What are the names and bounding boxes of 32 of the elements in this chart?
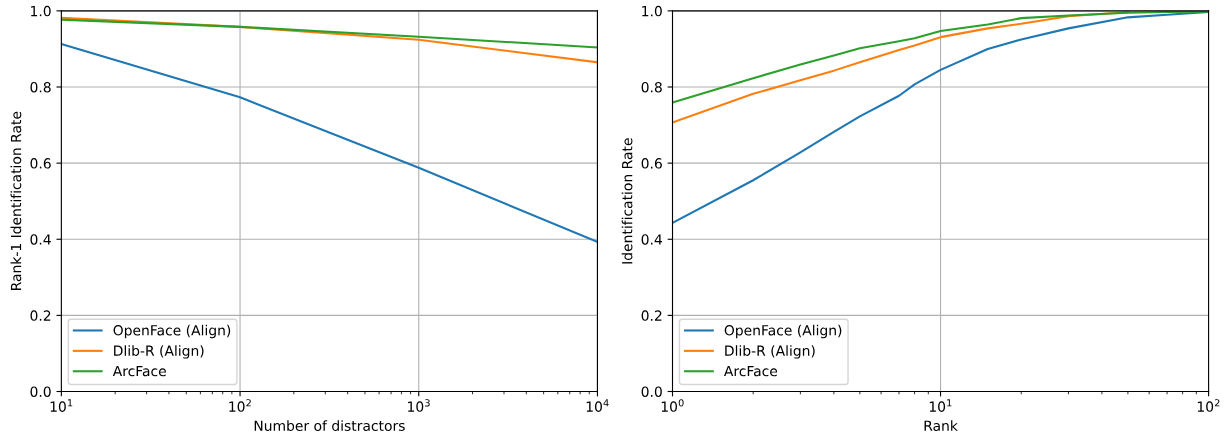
y-tick-label: 0.2 [30, 310, 51, 321]
x-tick-label: 10$^{4}$ [586, 399, 609, 412]
legend-label: OpenFace (Align) [113, 324, 231, 339]
line-series [61, 42, 598, 243]
y-tick-label: 0.0 [30, 386, 51, 397]
y-tick-label: 1.0 [31, 5, 51, 17]
legend-label: ArcFace [112, 365, 166, 377]
legend-label: ArcFace [724, 365, 778, 377]
x-tick-label: 10$^{3}$ [408, 399, 430, 412]
y-tick-label: 0.8 [641, 81, 662, 93]
x-tick-label: 10$^{2}$ [229, 399, 251, 412]
x-tick-label: 10$^{1}$ [929, 399, 952, 412]
y-axis-title: Identification Rate [621, 138, 633, 264]
y-tick-label: 0.0 [641, 386, 662, 397]
y-tick-label: 0.6 [30, 158, 51, 169]
y-tick-label: 0.4 [641, 234, 662, 245]
y-tick-label: 0.6 [641, 158, 662, 169]
legend-label: OpenFace (Align) [724, 324, 842, 339]
y-tick-label: 0.2 [641, 310, 662, 321]
line-series [61, 18, 598, 49]
x-tick-label: 10$^{0}$ [661, 399, 684, 412]
x-axis-title: Rank [924, 420, 958, 431]
x-axis-title: Number of distractors [254, 420, 405, 431]
legend-label: Dlib-R (Align) [114, 345, 204, 359]
line-series [61, 16, 598, 64]
y-axis-title: Rank-1 Identification Rate [10, 111, 22, 290]
y-tick-label: 0.4 [30, 234, 51, 245]
legend-label: Dlib-R (Align) [725, 345, 815, 359]
y-tick-label: 1.0 [642, 5, 662, 17]
x-tick-label: 10$^{2}$ [1197, 399, 1220, 412]
y-tick-label: 0.8 [30, 81, 51, 93]
x-tick-label: 10$^{1}$ [50, 399, 73, 412]
